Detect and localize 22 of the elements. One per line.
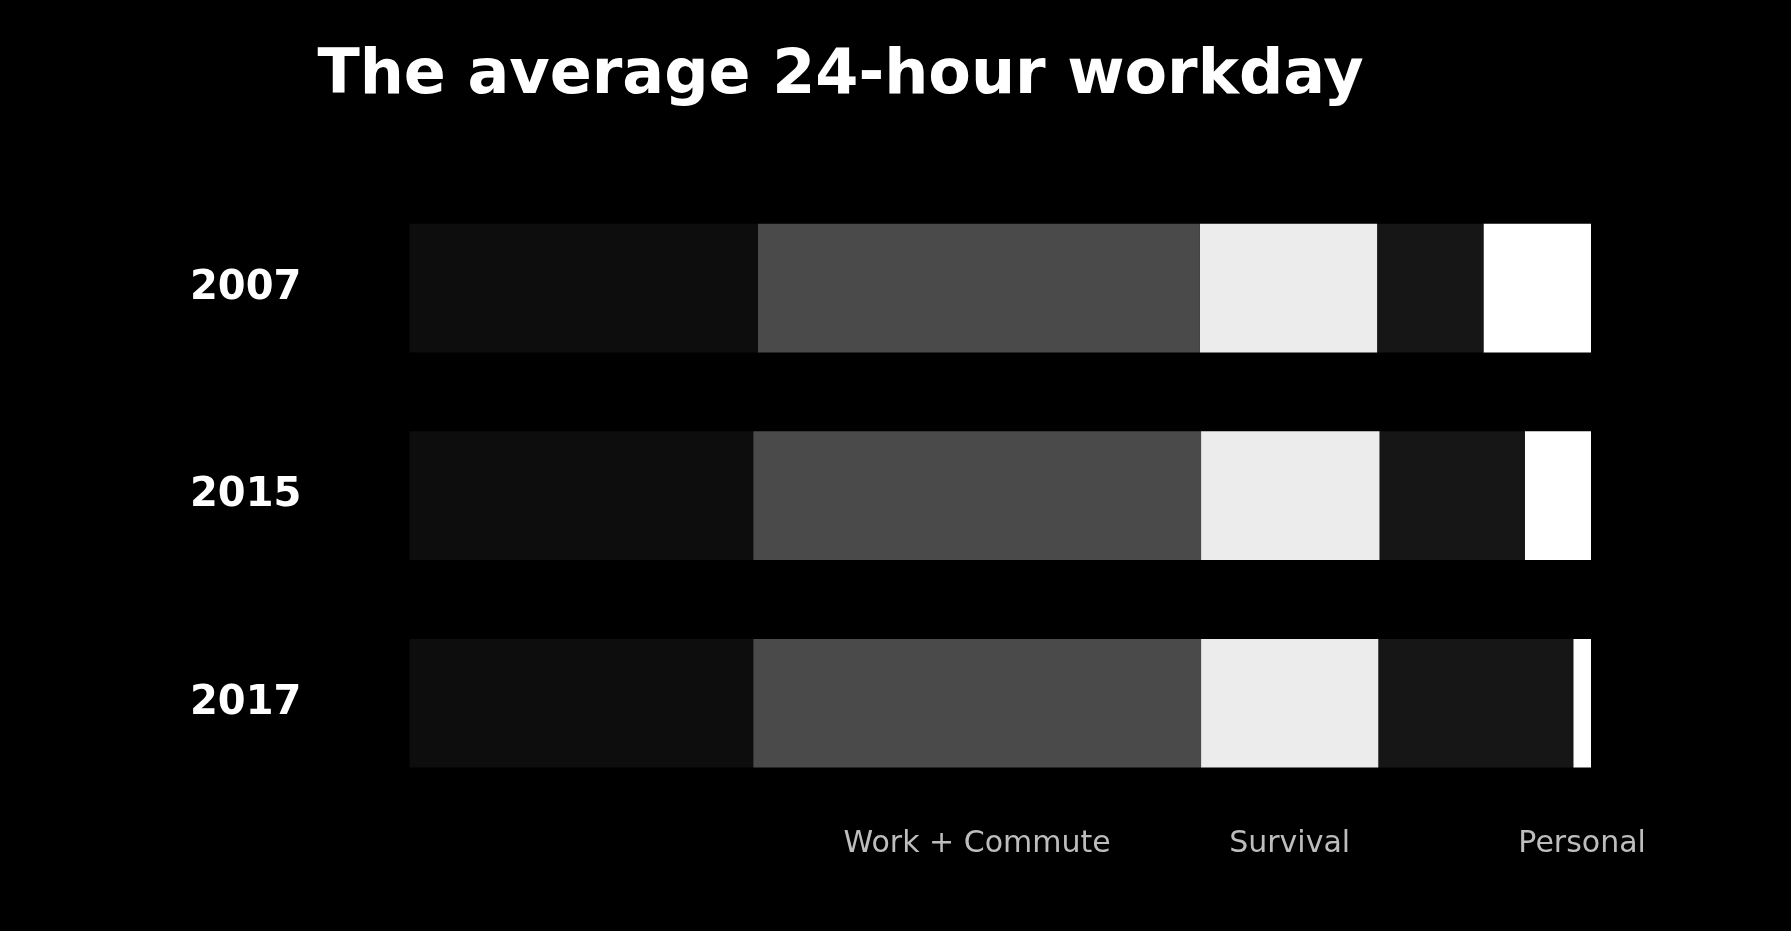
text: Personal xyxy=(1518,823,1646,859)
bar xyxy=(1483,223,1591,353)
bar xyxy=(409,223,758,353)
bar xyxy=(1379,431,1525,561)
bar xyxy=(409,431,754,561)
y-tick-label: 2017 xyxy=(190,676,302,723)
series-label: Survival xyxy=(1229,823,1351,859)
bar xyxy=(1201,638,1379,768)
bar xyxy=(1378,638,1574,768)
bar xyxy=(409,638,754,768)
bar xyxy=(1201,431,1380,561)
bar xyxy=(757,223,1200,353)
bar xyxy=(753,431,1202,561)
bar xyxy=(753,638,1202,768)
bar xyxy=(1377,223,1484,353)
bar xyxy=(1524,431,1591,561)
bar xyxy=(1199,223,1378,353)
chart-title: The average 24-hour workday xyxy=(317,35,1364,109)
y-tick-label: 2007 xyxy=(190,261,302,308)
series-label: Work + Commute xyxy=(843,823,1111,859)
bar xyxy=(1573,638,1591,768)
y-tick-label: 2015 xyxy=(190,469,302,516)
